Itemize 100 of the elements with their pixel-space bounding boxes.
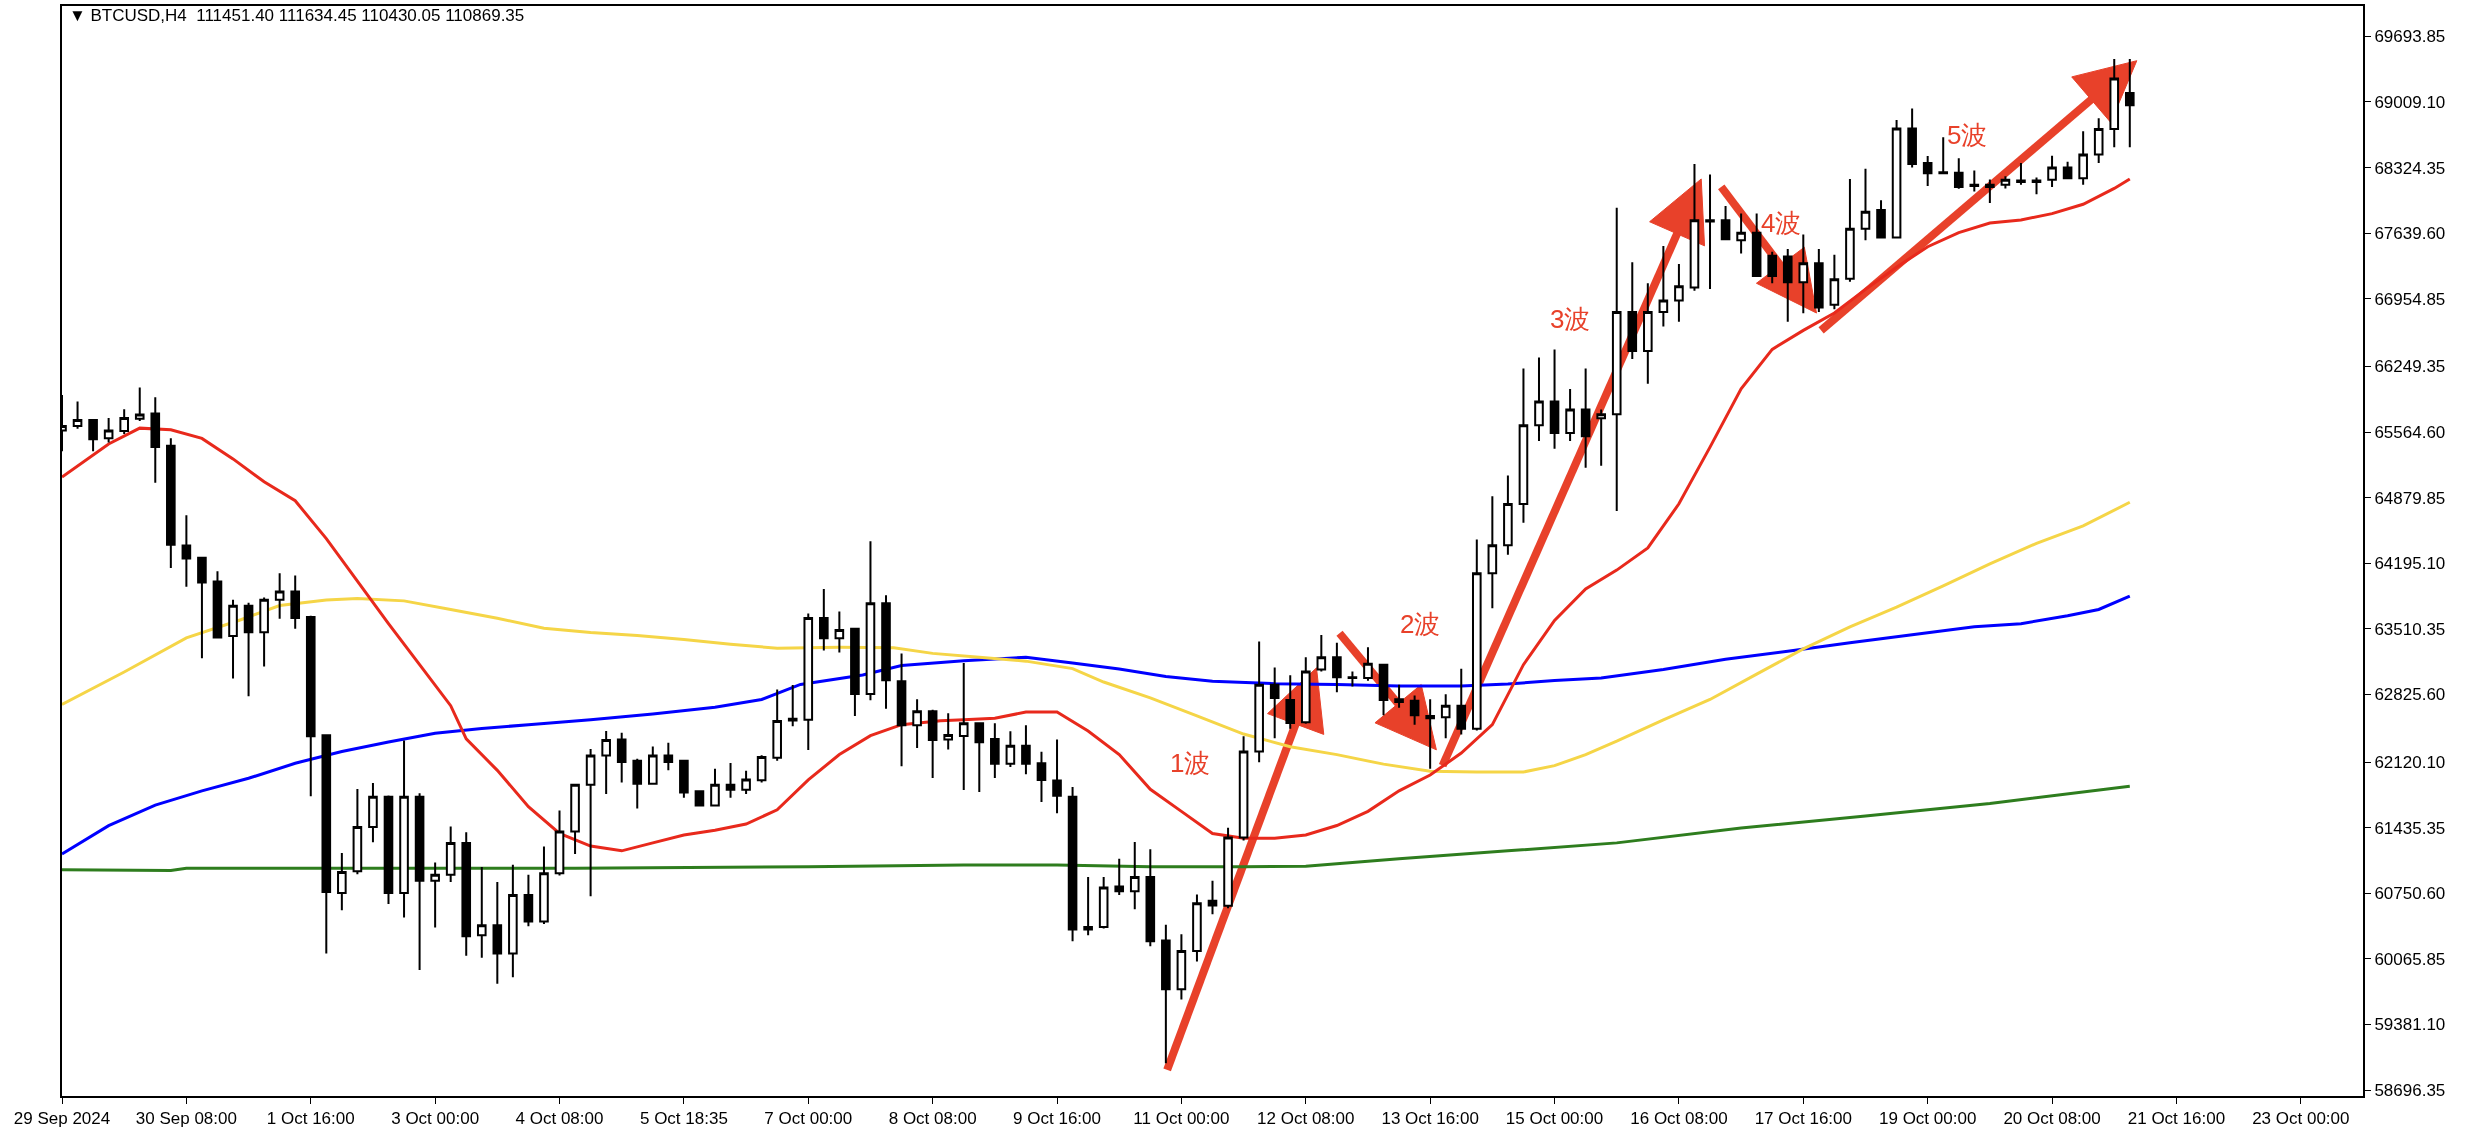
candlestick	[1332, 641, 1342, 694]
candlestick	[383, 794, 394, 906]
candlestick	[1129, 841, 1140, 911]
candlestick	[1829, 253, 1840, 311]
candlestick	[1145, 848, 1156, 948]
candlestick	[274, 572, 285, 620]
candlestick	[2016, 162, 2026, 186]
candlestick	[243, 601, 254, 698]
candlestick	[2109, 57, 2120, 149]
candlestick	[1751, 212, 1762, 278]
candlestick	[1161, 923, 1171, 1065]
candlestick	[508, 863, 518, 979]
line-series	[62, 177, 2132, 853]
y-tick-label: 65564.60	[2374, 422, 2446, 442]
candlestick	[1798, 233, 1809, 315]
y-tick-label: 62825.60	[2374, 685, 2446, 705]
candlestick	[2000, 175, 2011, 190]
candlestick	[1596, 408, 1606, 467]
candlestick	[1067, 786, 1078, 943]
y-tick-label: 69009.10	[2374, 92, 2446, 112]
candlestick	[1052, 738, 1062, 815]
candlestick	[1611, 206, 1622, 513]
y-tick-label: 69693.85	[2374, 27, 2446, 47]
candlestick	[1689, 163, 1700, 292]
candlestick	[1021, 724, 1031, 776]
candlestick	[1534, 356, 1544, 442]
candlestick	[1814, 247, 1824, 314]
candlestick	[1658, 245, 1669, 328]
candlestick	[1907, 107, 1917, 169]
candlestick	[1098, 875, 1109, 930]
candlestick	[1549, 348, 1560, 450]
candlestick	[601, 729, 611, 796]
x-tick-label: 30 Sep 08:00	[135, 1109, 237, 1129]
candlestick	[819, 587, 829, 652]
candlestick	[616, 731, 627, 784]
candlestick	[337, 852, 347, 912]
candlestick	[430, 861, 440, 929]
annotation: 3波	[1550, 304, 1591, 334]
candlestick	[1192, 893, 1202, 963]
y-tick-label: 67639.60	[2374, 224, 2446, 244]
candlestick	[445, 825, 456, 884]
candlestick	[1456, 667, 1467, 736]
candlestick	[1207, 879, 1218, 916]
candlestick	[1627, 261, 1638, 361]
candlestick	[1860, 167, 1871, 242]
x-tick-label: 13 Oct 16:00	[1381, 1109, 1479, 1129]
candlestick	[1782, 247, 1793, 323]
candlestick	[2078, 130, 2088, 186]
candlestick	[974, 722, 985, 793]
candlestick	[368, 781, 378, 844]
candlestick	[352, 787, 363, 876]
y-tick-label: 63510.35	[2374, 619, 2446, 639]
candlestick	[1269, 666, 1280, 740]
x-tick-label: 20 Oct 08:00	[2003, 1109, 2101, 1129]
candlestick	[212, 570, 223, 640]
candlestick	[1845, 178, 1855, 283]
candlestick	[1736, 212, 1746, 255]
candlestick	[741, 769, 751, 796]
candlestick	[1083, 875, 1093, 937]
candlestick	[1425, 698, 1435, 770]
candlestick	[1767, 250, 1778, 285]
x-tick-label: 23 Oct 00:00	[2252, 1109, 2350, 1129]
candlestick	[632, 757, 643, 810]
candlestick	[1254, 640, 1264, 764]
candlestick	[399, 739, 409, 919]
candlestick	[756, 754, 767, 784]
candlestick	[1938, 136, 1949, 175]
candlestick	[647, 745, 658, 785]
candlestick	[725, 761, 736, 799]
candlestick	[1316, 634, 1327, 673]
y-tick-label: 61435.35	[2374, 818, 2446, 838]
candlestick	[694, 790, 705, 807]
candlestick	[1643, 282, 1653, 385]
candlestick	[476, 865, 487, 959]
candlestick	[414, 792, 425, 971]
candlestick	[1347, 670, 1358, 688]
candlestick	[1223, 826, 1233, 910]
candlestick	[290, 574, 301, 630]
candlestick	[119, 408, 129, 435]
candlestick	[772, 688, 782, 762]
candlestick	[803, 612, 814, 752]
candlestick	[1922, 155, 1933, 187]
candlestick	[259, 596, 269, 668]
candlestick	[1985, 178, 1995, 205]
candlestick	[1565, 387, 1575, 442]
candlestick	[181, 514, 192, 588]
annotation: 2波	[1400, 609, 1441, 639]
candlestick	[1876, 199, 1886, 240]
candlestick	[881, 594, 891, 710]
candlestick	[166, 437, 176, 570]
candlestick	[1409, 694, 1420, 726]
candlestick	[1176, 933, 1187, 1001]
candlestick	[72, 400, 83, 430]
candlestick	[834, 610, 845, 654]
candlestick	[850, 627, 860, 718]
x-tick-label: 16 Oct 08:00	[1630, 1109, 1728, 1129]
candlestick	[927, 708, 938, 780]
y-tick-label: 64879.85	[2374, 488, 2446, 508]
x-tick-label: 5 Oct 18:35	[639, 1109, 728, 1129]
candlestick	[912, 698, 922, 750]
